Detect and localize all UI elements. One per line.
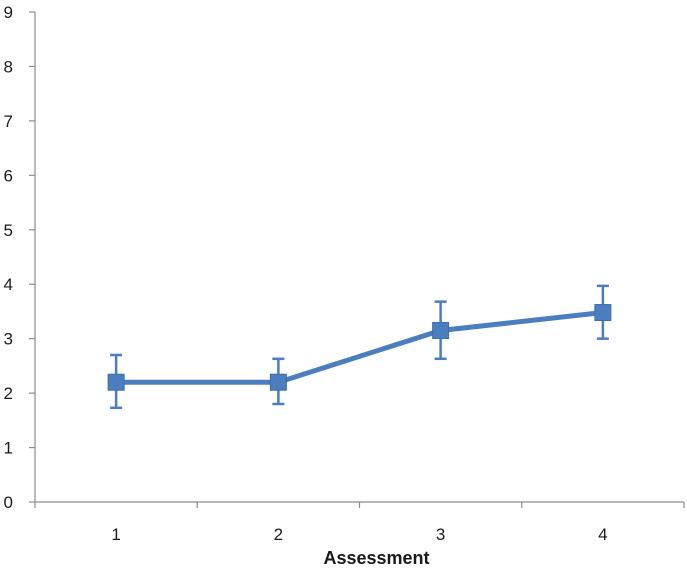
x-axis-ticks: 1 2 3 4 <box>34 502 685 544</box>
x-tick-label: 4 <box>598 525 607 544</box>
y-tick-label: 9 <box>4 3 13 22</box>
y-tick-label: 2 <box>4 384 13 403</box>
y-axis-ticks: 0 1 2 3 4 5 6 7 8 9 <box>4 3 35 512</box>
plot-area <box>107 284 612 410</box>
y-tick-label: 6 <box>4 166 13 185</box>
chart-axes <box>34 12 684 503</box>
data-point-marker <box>594 304 612 322</box>
x-tick-label: 1 <box>111 525 120 544</box>
data-point-marker <box>107 373 125 391</box>
y-tick-label: 0 <box>4 493 13 512</box>
data-point-marker <box>269 373 287 391</box>
y-tick-label: 7 <box>4 112 13 131</box>
y-tick-label: 3 <box>4 330 13 349</box>
y-tick-label: 8 <box>4 57 13 76</box>
series-group <box>107 284 612 410</box>
y-tick-label: 1 <box>4 439 13 458</box>
y-tick-label: 4 <box>4 275 13 294</box>
x-tick-label: 2 <box>274 525 283 544</box>
x-tick-label: 3 <box>436 525 445 544</box>
y-tick-label: 5 <box>4 221 13 240</box>
x-axis-title: Assessment <box>323 548 429 568</box>
data-point-marker <box>432 322 450 339</box>
series-line <box>116 310 604 385</box>
